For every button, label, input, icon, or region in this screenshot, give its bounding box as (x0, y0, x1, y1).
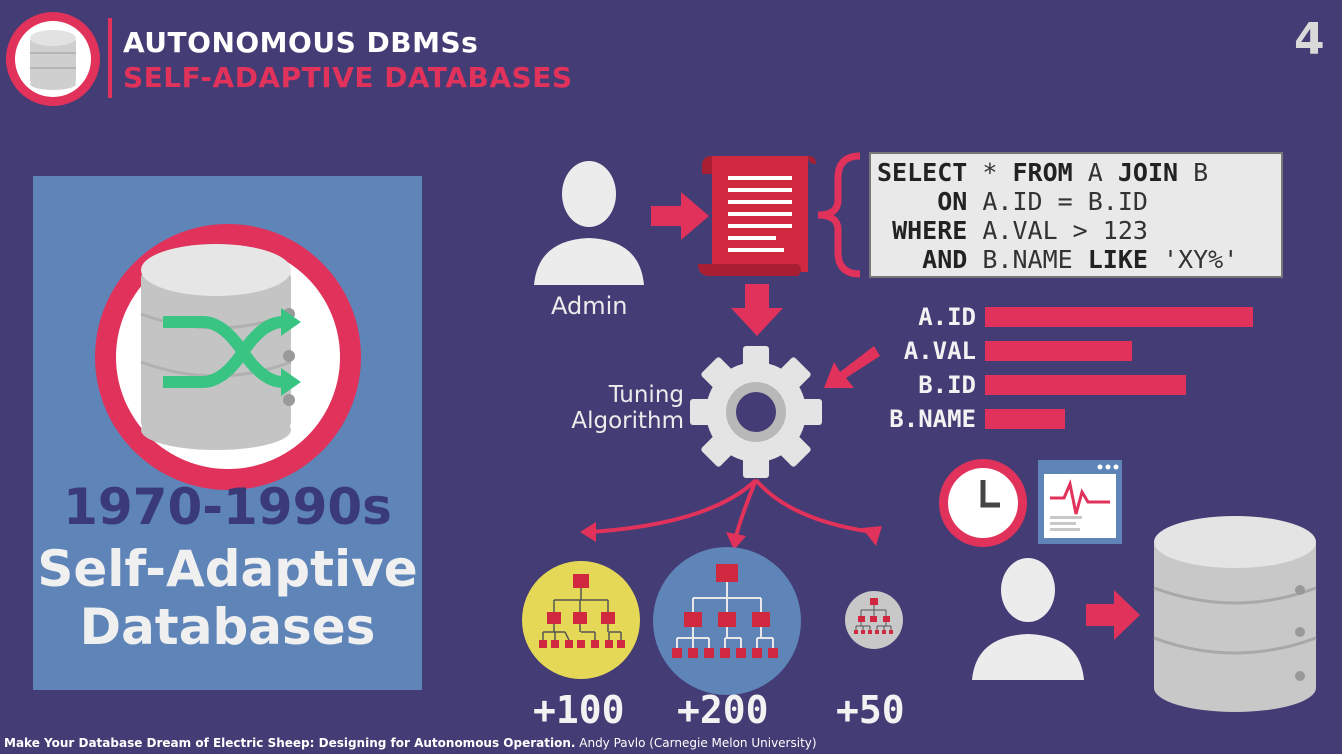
page-subtitle: SELF-ADAPTIVE DATABASES (123, 61, 573, 94)
sql-keyword: AND (922, 245, 968, 274)
clock-icon (939, 459, 1027, 547)
column-usage-bar (985, 307, 1253, 327)
user-icon (972, 558, 1084, 680)
tuning-algorithm-label: Tuning Algorithm (560, 382, 684, 434)
index-count-200: +200 (677, 688, 769, 732)
footer-citation: Make Your Database Dream of Electric She… (4, 736, 817, 750)
sql-text: A.ID = B.ID (967, 187, 1148, 216)
admin-label: Admin (551, 292, 628, 320)
era-label: 1970-1990s (63, 478, 392, 536)
index-count-50: +50 (836, 688, 905, 732)
tuning-label-line1: Tuning (608, 382, 684, 408)
tuning-label-line2: Algorithm (571, 408, 684, 434)
arrow-right-icon-2 (1086, 590, 1140, 640)
era-caption-line1: Self-Adaptive (37, 540, 418, 598)
index-tree-large-icon (653, 547, 801, 695)
sql-keyword: ON (937, 187, 968, 216)
column-label: A.ID (918, 303, 976, 331)
self-adaptive-database-icon (95, 224, 361, 490)
arrow-down-icon (731, 284, 783, 336)
sql-keyword: JOIN (1117, 158, 1179, 187)
sql-text: A.VAL > 123 (967, 216, 1148, 245)
arrow-right-icon (651, 192, 709, 240)
index-count-100: +100 (533, 688, 625, 732)
database-logo-icon (6, 12, 100, 106)
column-label: B.ID (918, 371, 976, 399)
sql-text: 'XY%' (1147, 245, 1239, 274)
sql-text: B (1178, 158, 1209, 187)
column-usage-bar (985, 409, 1065, 429)
column-label: A.VAL (903, 337, 976, 365)
page-title: AUTONOMOUS DBMSs (123, 26, 479, 59)
sql-keyword: FROM (1012, 158, 1073, 187)
index-tree-tiny-icon (845, 591, 903, 649)
column-usage-bar (985, 375, 1186, 395)
sql-keyword: SELECT (877, 158, 968, 187)
database-icon (1153, 516, 1317, 712)
talk-author: Andy Pavlo (Carnegie Melon University) (575, 736, 817, 750)
sql-keyword: WHERE (892, 216, 968, 245)
slide-number: 4 (1294, 14, 1325, 65)
sql-query-box: SELECT * FROM A JOIN B ON A.ID = B.ID WH… (869, 152, 1283, 278)
column-label: B.NAME (889, 405, 976, 433)
monitoring-dashboard-icon (1038, 460, 1122, 544)
sql-text: A (1072, 158, 1118, 187)
sql-keyword: LIKE (1087, 245, 1148, 274)
arrow-diagonal-icon (824, 346, 880, 388)
era-caption-line2: Databases (79, 598, 376, 656)
talk-title: Make Your Database Dream of Electric She… (4, 736, 576, 750)
index-tree-small-icon (522, 561, 640, 679)
header-divider (108, 18, 112, 98)
sql-text: B.NAME (967, 245, 1088, 274)
column-usage-bar (985, 341, 1132, 361)
era-caption: Self-Adaptive Databases (33, 540, 422, 656)
query-scroll-icon (698, 156, 816, 276)
branch-arrows-icon (580, 478, 882, 550)
curly-brace-icon (817, 152, 861, 278)
sql-text: * (967, 158, 1013, 187)
admin-user-icon (534, 161, 644, 285)
gear-icon (690, 346, 822, 478)
